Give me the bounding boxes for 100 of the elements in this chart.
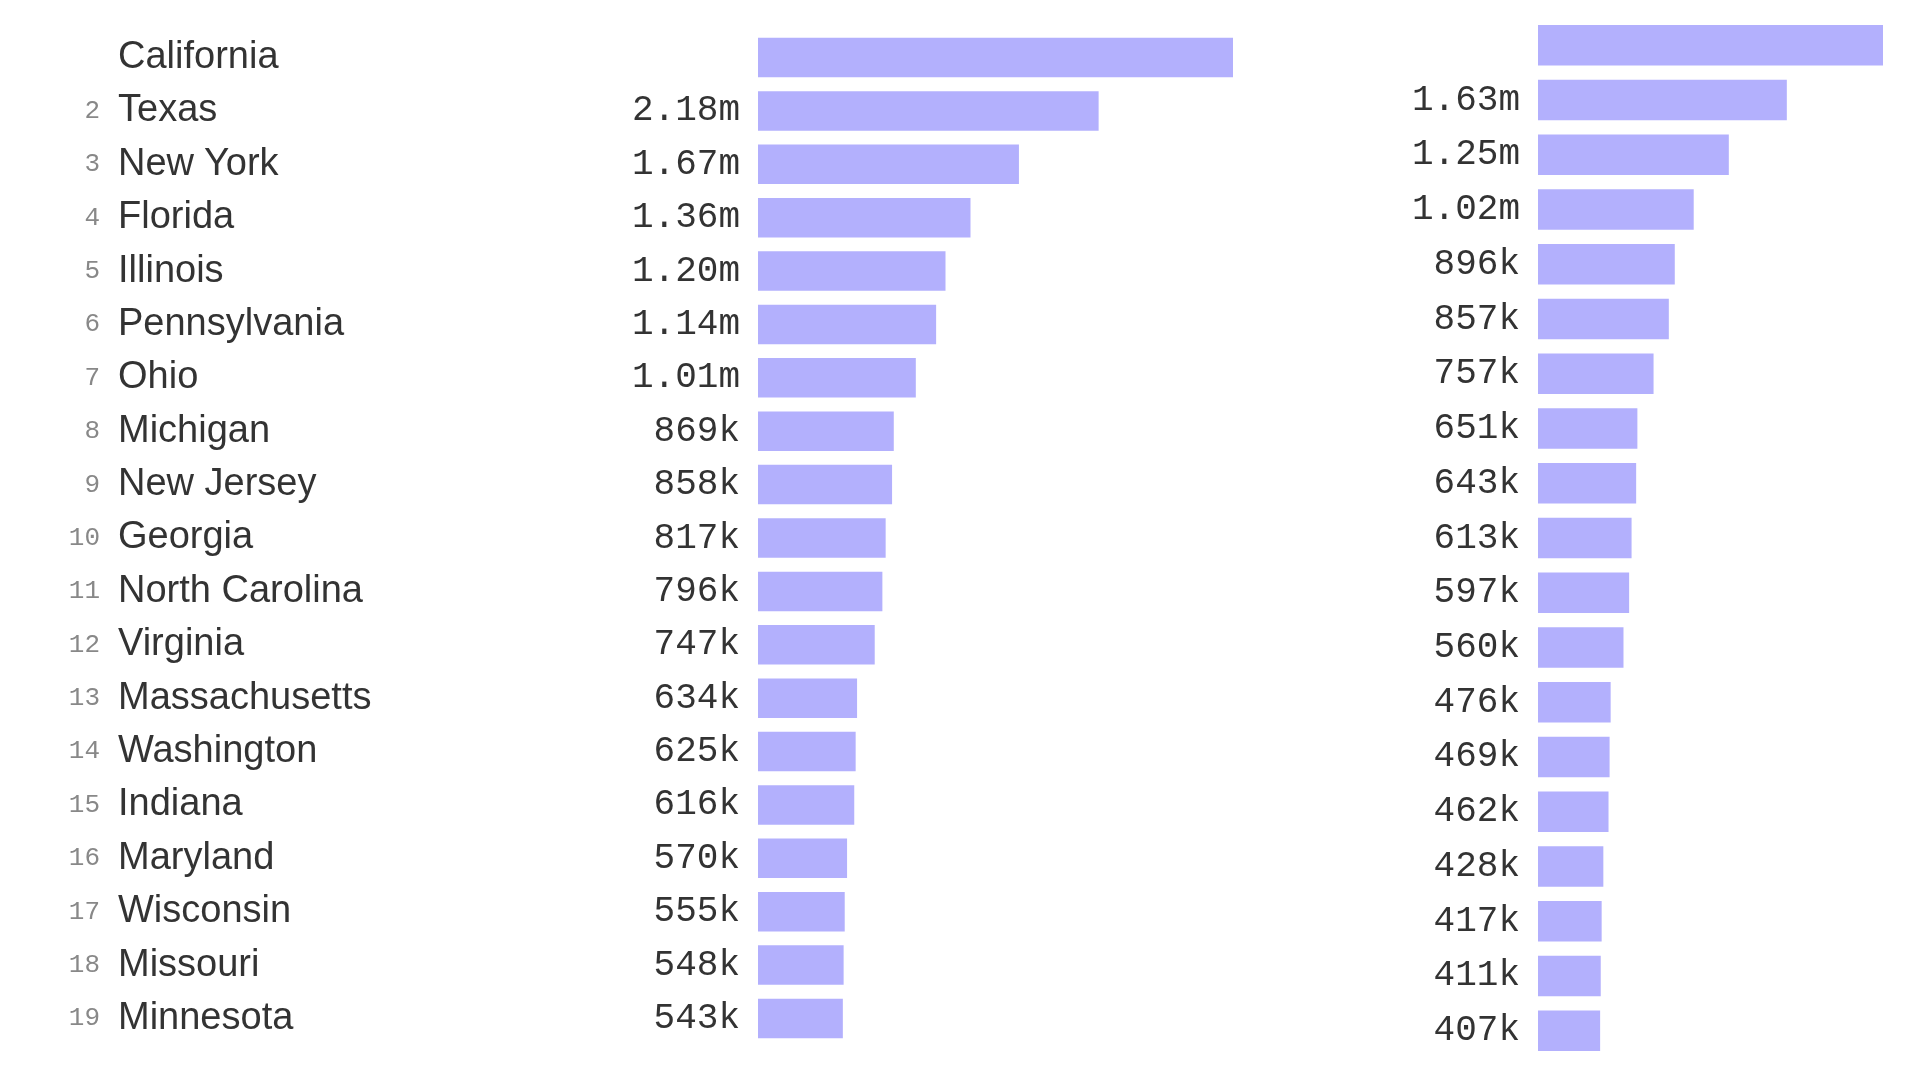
y-tick-label: Massachusetts — [118, 674, 372, 717]
data-label: 1.36m — [631, 197, 740, 239]
data-label: 1.01m — [631, 357, 740, 399]
y-tick-label: Pennsylvania — [118, 300, 345, 343]
data-label: 555k — [653, 891, 740, 933]
bar — [1538, 791, 1609, 832]
bar — [758, 518, 886, 558]
data-label: 1.14m — [631, 303, 740, 345]
data-label: 869k — [653, 410, 740, 452]
data-label: 411k — [1433, 955, 1520, 997]
text: 11 — [68, 576, 100, 607]
data-label: 1.25m — [1411, 134, 1520, 176]
data-label: 428k — [1433, 845, 1520, 887]
y-tick-label: Missouri — [118, 941, 260, 984]
bar — [758, 838, 848, 879]
data-label: 476k — [1433, 681, 1520, 723]
bar — [1538, 517, 1632, 559]
y-tick-label: Wisconsin — [118, 888, 292, 931]
bar — [758, 464, 893, 505]
data-label: 462k — [1433, 791, 1520, 833]
data-label: 896k — [1433, 243, 1520, 285]
y-tick-label: Virginia — [118, 621, 245, 664]
y-tick-label: Indiana — [118, 781, 244, 824]
bar — [758, 411, 894, 451]
bar — [758, 731, 856, 772]
bar — [758, 571, 883, 612]
data-label: 796k — [653, 570, 740, 612]
bar — [758, 358, 916, 398]
bar — [1538, 1010, 1601, 1051]
y-tick-label: North Carolina — [118, 567, 364, 610]
text: 19 — [68, 1003, 100, 1034]
bar — [758, 304, 937, 345]
bar — [758, 678, 858, 718]
y-tick-label: New York — [118, 140, 280, 183]
text: 18 — [68, 950, 100, 981]
bar — [758, 91, 1099, 131]
bar — [758, 891, 845, 932]
bar — [1538, 298, 1669, 340]
data-label: 597k — [1433, 572, 1520, 614]
text: 15 — [68, 789, 100, 820]
text: 4 — [84, 202, 100, 233]
bar — [1538, 463, 1637, 504]
text: 10 — [68, 522, 100, 553]
bar — [758, 945, 844, 985]
bar — [1538, 244, 1675, 285]
data-label: 570k — [653, 837, 740, 879]
bar — [1538, 681, 1611, 723]
text: 2 — [84, 95, 100, 126]
y-tick-label: California — [118, 33, 280, 76]
y-tick-label: Michigan — [118, 407, 271, 450]
data-label: 616k — [653, 784, 740, 826]
text: 6 — [84, 309, 100, 340]
data-label: 1.67m — [631, 143, 740, 185]
y-tick-label: Washington — [118, 728, 318, 771]
bar — [758, 37, 1233, 78]
text: 8 — [84, 416, 100, 447]
text: 12 — [68, 629, 100, 660]
data-label: 817k — [653, 517, 740, 559]
text: 13 — [68, 683, 100, 714]
data-label: 548k — [653, 944, 740, 986]
bar — [1538, 846, 1604, 887]
bar — [1538, 353, 1654, 395]
bar — [758, 197, 971, 238]
data-label: 560k — [1433, 627, 1520, 668]
data-label: 625k — [653, 731, 740, 773]
data-label: 543k — [653, 998, 740, 1040]
data-label: 613k — [1433, 517, 1520, 559]
text: 3 — [84, 149, 100, 180]
text: 9 — [84, 469, 100, 500]
data-label: 1.20m — [631, 250, 740, 292]
text: 14 — [68, 736, 100, 767]
bar — [1538, 627, 1624, 668]
bar — [758, 998, 843, 1039]
bar — [758, 625, 875, 665]
bar — [758, 251, 946, 291]
y-tick-label: Florida — [118, 194, 236, 237]
text: 5 — [84, 255, 100, 286]
y-tick-label: Georgia — [118, 514, 255, 557]
data-label: 1.63m — [1411, 79, 1520, 121]
bar — [1538, 900, 1602, 942]
y-tick-label: Illinois — [118, 247, 224, 290]
bar — [1538, 134, 1729, 176]
data-label: 651k — [1433, 408, 1520, 450]
y-tick-label: New Jersey — [118, 461, 317, 504]
bar — [1538, 736, 1610, 778]
bar — [1538, 79, 1787, 121]
data-label: 469k — [1433, 736, 1520, 778]
data-label: 407k — [1433, 1010, 1520, 1052]
bar — [1538, 408, 1638, 449]
text: 17 — [68, 896, 100, 927]
bar — [758, 785, 855, 825]
data-label: 634k — [653, 677, 740, 719]
data-label: 1.02m — [1411, 189, 1520, 231]
data-label: 2.18m — [631, 90, 740, 132]
text: 7 — [84, 362, 100, 393]
y-tick-label: Minnesota — [118, 994, 295, 1037]
data-label: 747k — [653, 624, 740, 666]
bar — [758, 144, 1019, 185]
y-tick-label: Ohio — [118, 354, 199, 397]
bar — [1538, 572, 1630, 613]
